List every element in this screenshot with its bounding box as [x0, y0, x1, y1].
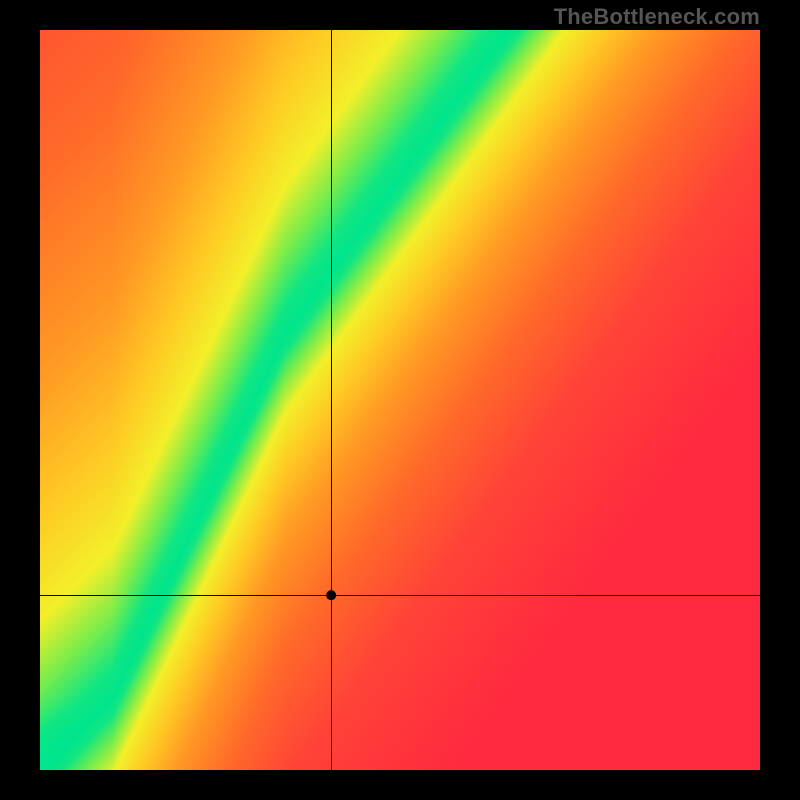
plot-area [40, 30, 760, 770]
bottleneck-heatmap [40, 30, 760, 770]
watermark-text: TheBottleneck.com [554, 4, 760, 30]
